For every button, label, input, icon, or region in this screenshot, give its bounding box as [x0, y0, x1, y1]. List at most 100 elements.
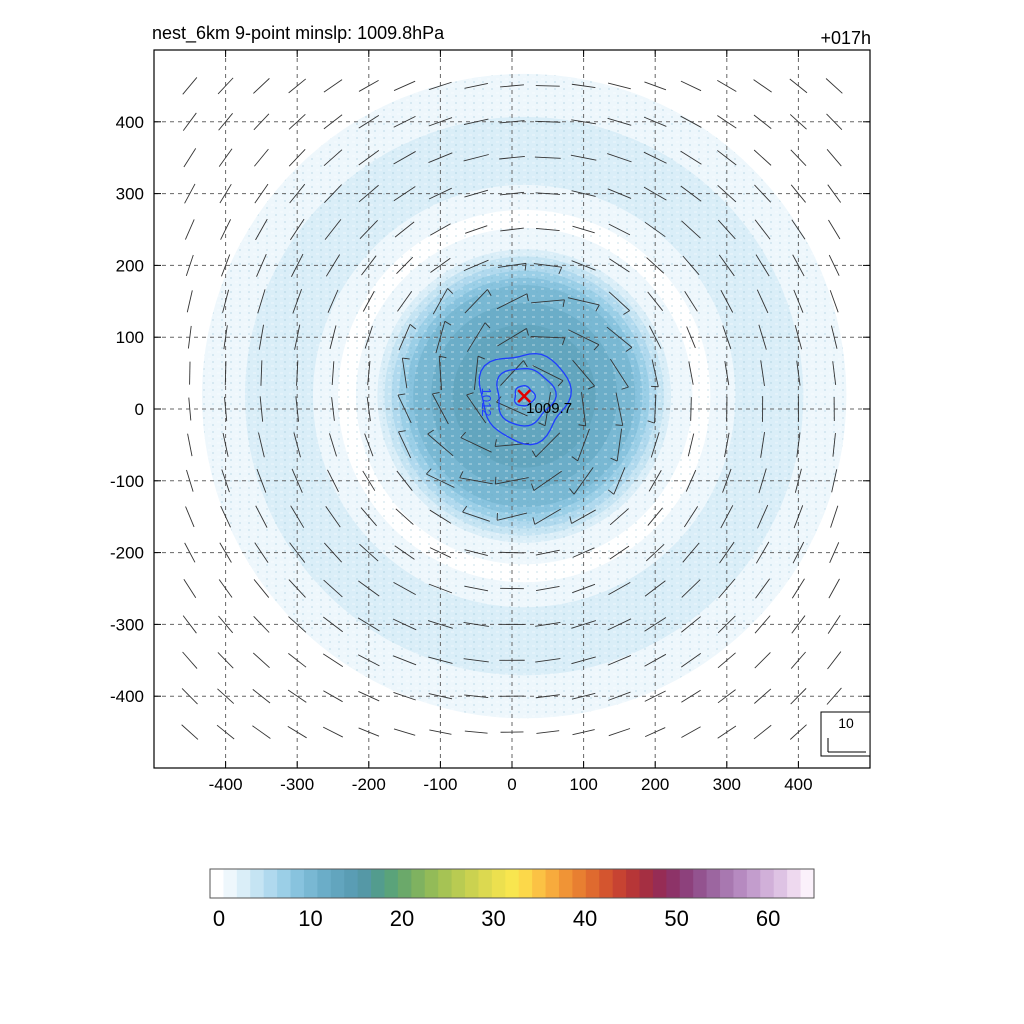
- wind-barb: [532, 365, 564, 382]
- wind-barb: [256, 253, 267, 277]
- wind-barb: [717, 150, 737, 166]
- wind-barb: [572, 729, 595, 736]
- y-tick-label: -200: [110, 544, 144, 563]
- wind-barb: [830, 505, 839, 528]
- wind-barb: [690, 397, 692, 421]
- wind-barb: [832, 433, 836, 457]
- wind-barb: [464, 549, 488, 556]
- wind-barb: [682, 542, 700, 563]
- wind-barb: [790, 149, 807, 166]
- x-tick-label: -100: [423, 775, 457, 794]
- y-tick-label: -100: [110, 472, 144, 491]
- wind-barb: [607, 153, 632, 163]
- wind-barb: [393, 691, 416, 701]
- y-tick-label: 200: [116, 256, 144, 275]
- wind-barb: [464, 289, 488, 314]
- wind-barb: [720, 289, 734, 313]
- wind-barb: [367, 360, 371, 386]
- wind-barb: [366, 396, 371, 422]
- wind-barb-feather: [462, 505, 468, 513]
- wind-barb: [393, 581, 416, 596]
- wind-barb: [398, 431, 412, 459]
- wind-barb: [720, 505, 734, 529]
- wind-barb: [359, 220, 378, 239]
- wind-barb-feather: [607, 489, 615, 495]
- wind-barb: [218, 113, 233, 131]
- wind-barb: [794, 325, 803, 350]
- wind-barb: [393, 728, 416, 736]
- x-tick-label: -400: [209, 775, 243, 794]
- y-tick-label: -300: [110, 615, 144, 634]
- wind-barb: [607, 188, 632, 199]
- wind-barb: [464, 585, 489, 592]
- pressure-contours: 1012: [478, 352, 572, 446]
- wind-barb-feather: [409, 324, 417, 330]
- axis-ticks: -400 -300 -200 -100 0 100 200 300 40040030020010…: [110, 50, 870, 794]
- colorbar-cell: [652, 869, 667, 898]
- wind-barbs: [181, 77, 843, 741]
- wind-barb: [753, 79, 772, 93]
- wind-barb: [432, 288, 448, 315]
- wind-barb: [184, 183, 196, 204]
- wind-barb: [500, 84, 524, 88]
- wind-barb: [826, 687, 842, 705]
- colorbar-cell: [693, 869, 708, 898]
- wind-barb: [796, 432, 801, 458]
- wind-barb: [464, 694, 489, 698]
- wind-barb: [753, 114, 772, 129]
- wind-barb: [253, 615, 270, 633]
- wind-barb: [680, 185, 702, 202]
- wind-barb: [329, 325, 337, 350]
- wind-barb: [323, 579, 343, 598]
- wind-barb: [681, 616, 701, 633]
- wind-barb: [219, 183, 232, 204]
- wind-barb-feather: [484, 322, 491, 329]
- wind-barb: [184, 542, 196, 563]
- wind-barb: [571, 692, 596, 700]
- wind-barb: [459, 477, 493, 485]
- wind-barb: [680, 80, 702, 92]
- wind-barb: [644, 690, 666, 702]
- wind-barb: [217, 688, 235, 704]
- colorbar-tick-label: 40: [573, 906, 597, 931]
- wind-barb: [827, 651, 842, 670]
- colorbar-cell: [679, 869, 694, 898]
- wind-barb-feather: [532, 517, 536, 525]
- wind-barb: [224, 360, 227, 386]
- colorbar-cell: [250, 869, 265, 898]
- colorbar-tick-label: 20: [390, 906, 414, 931]
- wind-barb: [680, 653, 702, 668]
- wind-barb: [358, 115, 380, 129]
- wind-barb: [535, 227, 560, 232]
- wind-barb: [324, 184, 342, 203]
- wind-barb: [535, 85, 560, 87]
- wind-barb: [358, 580, 380, 597]
- wind-barb: [466, 322, 486, 352]
- wind-barb: [754, 688, 772, 704]
- wind-barb-feather: [595, 304, 600, 312]
- wind-barb: [794, 468, 802, 493]
- wind-barb: [796, 360, 801, 386]
- wind-barb: [397, 394, 412, 424]
- wind-barb: [828, 254, 840, 276]
- wind-barb: [717, 219, 736, 240]
- wind-barb: [258, 432, 265, 458]
- colorbar-cell: [330, 869, 345, 898]
- wind-barb: [216, 724, 235, 740]
- wind-barb: [359, 543, 379, 562]
- wind-barb: [644, 580, 666, 597]
- wind-barb: [185, 254, 194, 276]
- wind-barb: [572, 547, 595, 558]
- wind-barb: [791, 219, 806, 240]
- colorbar-cell: [223, 869, 238, 898]
- wind-barb: [791, 578, 805, 599]
- wind-barb: [607, 82, 631, 90]
- wind-barb: [790, 184, 806, 203]
- wind-barb: [646, 257, 665, 274]
- wind-barb: [500, 360, 524, 386]
- colorbar-cell: [572, 869, 587, 898]
- wind-barb: [222, 289, 230, 313]
- wind-barb: [364, 433, 374, 457]
- wind-barb: [789, 114, 807, 130]
